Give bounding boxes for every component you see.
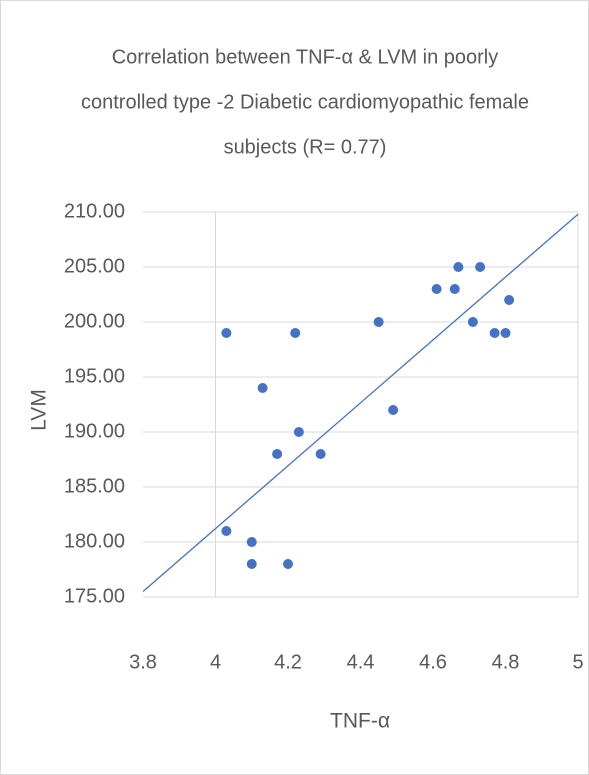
point [315, 449, 326, 459]
y-axis-title: LVM [28, 389, 51, 431]
point [453, 262, 464, 272]
point [489, 328, 500, 338]
point [290, 328, 301, 338]
point [221, 526, 232, 536]
x-tick-label: 4.2 [274, 651, 302, 673]
y-tick-label: 195.00 [64, 365, 125, 387]
point [504, 295, 515, 305]
point [257, 383, 268, 393]
x-tick-label: 4.4 [347, 651, 375, 673]
y-tick-label: 210.00 [64, 200, 125, 222]
y-tick-label: 180.00 [64, 530, 125, 552]
chart-title: Correlation between TNF-α & LVM in poorl… [112, 46, 499, 68]
point [373, 317, 384, 327]
point [246, 537, 257, 547]
point [500, 328, 511, 338]
x-tick-label: 3.8 [129, 651, 157, 673]
point [431, 284, 442, 294]
x-tick-label: 4.6 [419, 651, 447, 673]
point [272, 449, 283, 459]
x-tick-label: 4.8 [492, 651, 520, 673]
point [293, 427, 304, 437]
point [283, 559, 293, 569]
point [388, 405, 399, 415]
x-tick-label: 4 [210, 651, 221, 673]
point [246, 559, 257, 569]
y-tick-label: 190.00 [64, 420, 125, 442]
y-tick-label: 185.00 [64, 475, 125, 497]
point [475, 262, 486, 272]
y-tick-label: 175.00 [64, 585, 125, 607]
chart-title: subjects (R= 0.77) [224, 136, 387, 158]
point [449, 284, 460, 294]
point [467, 317, 478, 327]
trendline [142, 213, 579, 592]
y-tick-label: 200.00 [64, 310, 125, 332]
point [221, 328, 232, 338]
chart-title: controlled type -2 Diabetic cardiomyopat… [81, 91, 529, 113]
y-tick-label: 205.00 [64, 255, 125, 277]
x-tick-label: 5 [572, 651, 583, 673]
x-axis-title: TNF-α [330, 710, 390, 733]
